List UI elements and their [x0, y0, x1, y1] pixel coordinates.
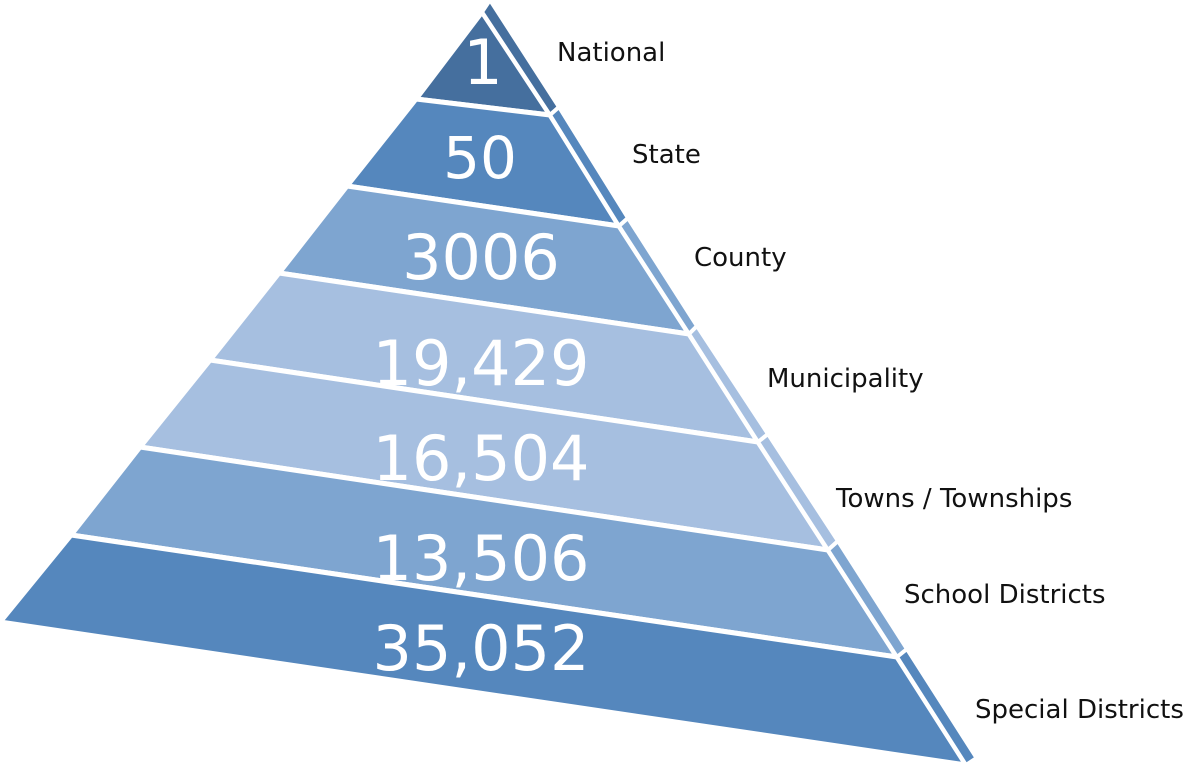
- tier-label-3: County: [694, 243, 787, 273]
- tier-label-6: School Districts: [904, 580, 1106, 610]
- tier-label-1: National: [557, 38, 665, 68]
- tier-count-4: 19,429: [373, 327, 590, 400]
- tier-count-3: 3006: [402, 221, 560, 294]
- tier-labels: National State County Municipality Towns / T…: [557, 38, 1184, 725]
- tier-label-4: Municipality: [767, 364, 924, 394]
- tier-label-7: Special Districts: [975, 695, 1184, 725]
- tier-count-6: 13,506: [373, 522, 590, 595]
- pyramid-side-faces: [480, 0, 980, 766]
- tier-counts: 1 50 3006 19,429 16,504 13,506 35,052: [373, 26, 590, 685]
- tier-count-1: 1: [463, 26, 502, 99]
- tier-count-2: 50: [443, 124, 517, 192]
- tier-label-2: State: [632, 140, 701, 170]
- tier-count-7: 35,052: [373, 612, 590, 685]
- tier-label-5: Towns / Townships: [835, 484, 1072, 514]
- tier-count-5: 16,504: [373, 422, 590, 495]
- tier-side-7: [895, 647, 980, 766]
